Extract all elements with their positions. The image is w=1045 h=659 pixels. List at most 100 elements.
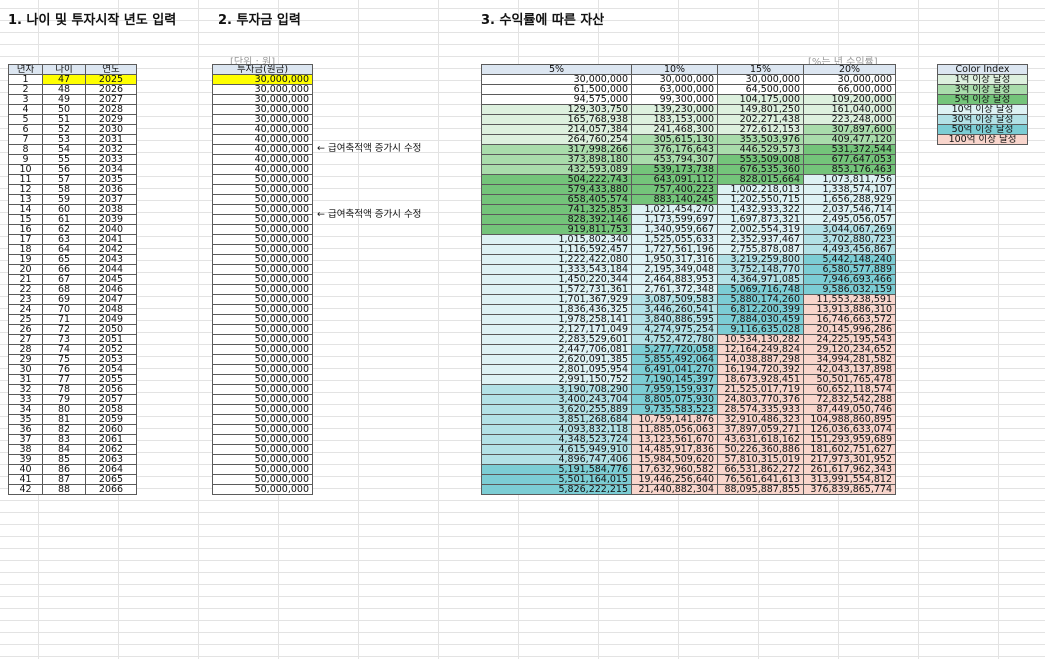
asset-value-cell[interactable]: 30,000,000 xyxy=(717,74,804,85)
asset-value-cell[interactable]: 883,140,245 xyxy=(631,194,718,205)
asset-value-cell[interactable]: 3,190,708,290 xyxy=(481,384,632,395)
legend-item[interactable]: 30억 이상 달성 xyxy=(937,114,1028,125)
year-index-cell[interactable]: 1 xyxy=(8,74,43,85)
rate-header[interactable]: 20% xyxy=(803,64,896,75)
asset-value-cell[interactable]: 1,073,811,756 xyxy=(803,174,896,185)
asset-value-cell[interactable]: 3,044,067,269 xyxy=(803,224,896,235)
year-index-cell[interactable]: 13 xyxy=(8,194,43,205)
investment-cell[interactable]: 50,000,000 xyxy=(212,364,313,375)
age-cell[interactable]: 51 xyxy=(42,114,86,125)
asset-value-cell[interactable]: 4,752,472,780 xyxy=(631,334,718,345)
legend-item[interactable]: 10억 이상 달성 xyxy=(937,104,1028,115)
asset-value-cell[interactable]: 353,503,976 xyxy=(717,134,804,145)
asset-value-cell[interactable]: 126,036,633,074 xyxy=(803,424,896,435)
asset-value-cell[interactable]: 1,021,454,270 xyxy=(631,204,718,215)
year-cell[interactable]: 2042 xyxy=(85,244,137,255)
asset-value-cell[interactable]: 28,574,335,933 xyxy=(717,404,804,415)
asset-value-cell[interactable]: 21,525,017,719 xyxy=(717,384,804,395)
asset-value-cell[interactable]: 1,173,599,697 xyxy=(631,214,718,225)
column-header[interactable]: 년차 xyxy=(8,64,43,75)
asset-value-cell[interactable]: 305,615,130 xyxy=(631,134,718,145)
year-cell[interactable]: 2027 xyxy=(85,94,137,105)
asset-value-cell[interactable]: 264,760,254 xyxy=(481,134,632,145)
age-cell[interactable]: 71 xyxy=(42,314,86,325)
year-cell[interactable]: 2040 xyxy=(85,224,137,235)
asset-value-cell[interactable]: 57,810,315,019 xyxy=(717,454,804,465)
asset-value-cell[interactable]: 409,477,120 xyxy=(803,134,896,145)
year-cell[interactable]: 2037 xyxy=(85,194,137,205)
asset-value-cell[interactable]: 5,442,148,240 xyxy=(803,254,896,265)
asset-value-cell[interactable]: 2,620,091,385 xyxy=(481,354,632,365)
asset-value-cell[interactable]: 9,116,635,028 xyxy=(717,324,804,335)
asset-value-cell[interactable]: 2,283,529,601 xyxy=(481,334,632,345)
year-index-cell[interactable]: 5 xyxy=(8,114,43,125)
year-index-cell[interactable]: 16 xyxy=(8,224,43,235)
year-index-cell[interactable]: 33 xyxy=(8,394,43,405)
year-index-cell[interactable]: 23 xyxy=(8,294,43,305)
year-cell[interactable]: 2026 xyxy=(85,84,137,95)
year-index-cell[interactable]: 36 xyxy=(8,424,43,435)
asset-value-cell[interactable]: 676,535,360 xyxy=(717,164,804,175)
asset-value-cell[interactable]: 2,495,056,057 xyxy=(803,214,896,225)
asset-value-cell[interactable]: 161,040,000 xyxy=(803,104,896,115)
age-cell[interactable]: 87 xyxy=(42,474,86,485)
age-cell[interactable]: 78 xyxy=(42,384,86,395)
asset-value-cell[interactable]: 37,897,059,271 xyxy=(717,424,804,435)
asset-value-cell[interactable]: 2,755,878,087 xyxy=(717,244,804,255)
investment-cell[interactable]: 50,000,000 xyxy=(212,434,313,445)
investment-cell[interactable]: 50,000,000 xyxy=(212,184,313,195)
asset-value-cell[interactable]: 8,805,075,930 xyxy=(631,394,718,405)
asset-value-cell[interactable]: 66,531,862,272 xyxy=(717,464,804,475)
age-cell[interactable]: 64 xyxy=(42,244,86,255)
asset-value-cell[interactable]: 16,194,720,392 xyxy=(717,364,804,375)
asset-value-cell[interactable]: 34,994,281,582 xyxy=(803,354,896,365)
asset-value-cell[interactable]: 4,896,747,406 xyxy=(481,454,632,465)
age-cell[interactable]: 62 xyxy=(42,224,86,235)
asset-value-cell[interactable]: 11,553,238,591 xyxy=(803,294,896,305)
investment-cell[interactable]: 50,000,000 xyxy=(212,384,313,395)
asset-value-cell[interactable]: 129,303,750 xyxy=(481,104,632,115)
asset-value-cell[interactable]: 1,116,592,457 xyxy=(481,244,632,255)
asset-value-cell[interactable]: 88,095,887,855 xyxy=(717,484,804,495)
year-index-cell[interactable]: 12 xyxy=(8,184,43,195)
asset-value-cell[interactable]: 2,002,554,319 xyxy=(717,224,804,235)
asset-value-cell[interactable]: 3,851,268,684 xyxy=(481,414,632,425)
asset-value-cell[interactable]: 1,333,543,184 xyxy=(481,264,632,275)
asset-value-cell[interactable]: 50,501,765,478 xyxy=(803,374,896,385)
year-index-cell[interactable]: 18 xyxy=(8,244,43,255)
rate-header[interactable]: 10% xyxy=(631,64,718,75)
age-cell[interactable]: 84 xyxy=(42,444,86,455)
age-cell[interactable]: 57 xyxy=(42,174,86,185)
age-cell[interactable]: 70 xyxy=(42,304,86,315)
asset-value-cell[interactable]: 21,440,882,304 xyxy=(631,484,718,495)
investment-cell[interactable]: 40,000,000 xyxy=(212,124,313,135)
year-index-cell[interactable]: 29 xyxy=(8,354,43,365)
year-index-cell[interactable]: 42 xyxy=(8,484,43,495)
asset-value-cell[interactable]: 2,352,937,467 xyxy=(717,234,804,245)
asset-value-cell[interactable]: 13,123,561,670 xyxy=(631,434,718,445)
asset-value-cell[interactable]: 165,768,938 xyxy=(481,114,632,125)
age-cell[interactable]: 65 xyxy=(42,254,86,265)
asset-value-cell[interactable]: 99,300,000 xyxy=(631,94,718,105)
asset-value-cell[interactable]: 6,491,041,270 xyxy=(631,364,718,375)
asset-value-cell[interactable]: 76,561,641,613 xyxy=(717,474,804,485)
asset-value-cell[interactable]: 10,534,130,282 xyxy=(717,334,804,345)
year-cell[interactable]: 2060 xyxy=(85,424,137,435)
asset-value-cell[interactable]: 539,173,738 xyxy=(631,164,718,175)
asset-value-cell[interactable]: 531,372,544 xyxy=(803,144,896,155)
asset-value-cell[interactable]: 72,832,542,288 xyxy=(803,394,896,405)
asset-value-cell[interactable]: 7,959,159,937 xyxy=(631,384,718,395)
year-cell[interactable]: 2046 xyxy=(85,284,137,295)
asset-value-cell[interactable]: 2,037,546,714 xyxy=(803,204,896,215)
asset-value-cell[interactable]: 12,164,249,824 xyxy=(717,344,804,355)
asset-value-cell[interactable]: 7,884,030,459 xyxy=(717,314,804,325)
year-index-cell[interactable]: 3 xyxy=(8,94,43,105)
asset-value-cell[interactable]: 50,226,360,886 xyxy=(717,444,804,455)
asset-value-cell[interactable]: 139,230,000 xyxy=(631,104,718,115)
investment-cell[interactable]: 50,000,000 xyxy=(212,194,313,205)
investment-cell[interactable]: 50,000,000 xyxy=(212,294,313,305)
age-cell[interactable]: 77 xyxy=(42,374,86,385)
age-cell[interactable]: 69 xyxy=(42,294,86,305)
year-index-cell[interactable]: 10 xyxy=(8,164,43,175)
legend-item[interactable]: 5억 이상 달성 xyxy=(937,94,1028,105)
